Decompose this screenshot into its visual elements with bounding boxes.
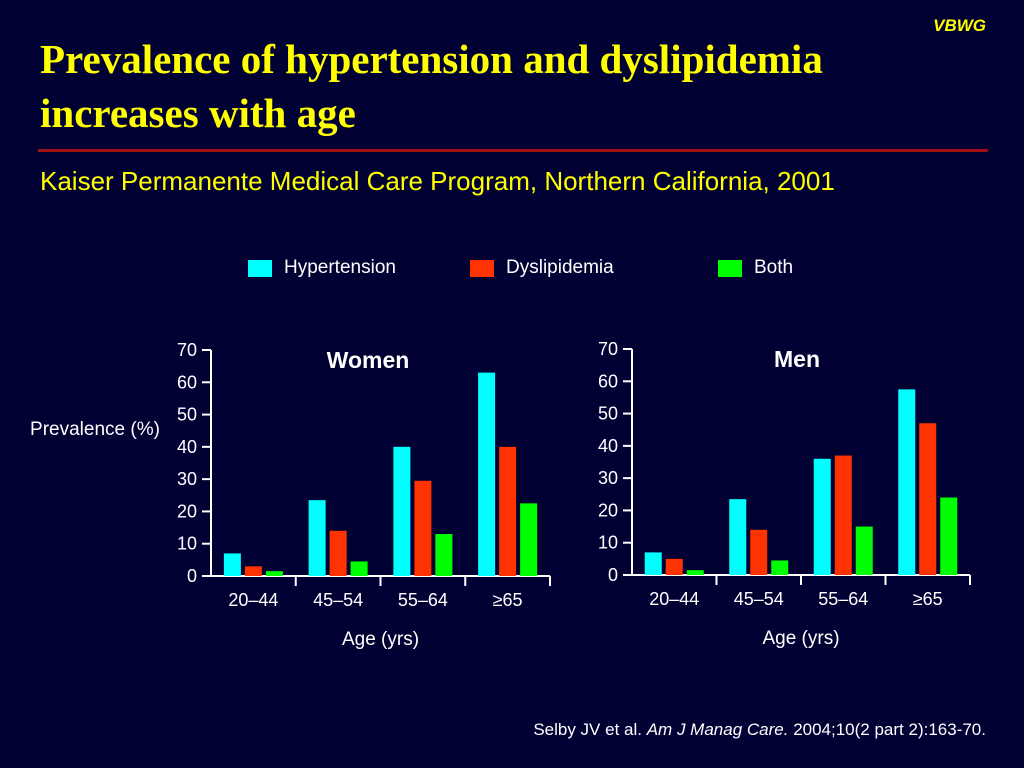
men-y-tick-label: 50: [598, 404, 618, 424]
men-bar-both: [771, 560, 789, 575]
women-bar-both: [520, 503, 538, 576]
men-y-tick-label: 10: [598, 533, 618, 553]
men-x-axis-label: Age (yrs): [762, 628, 839, 649]
legend-item-dyslipidemia: Dyslipidemia: [470, 257, 614, 279]
legend-swatch-dyslipidemia: [470, 259, 494, 277]
men-y-tick-label: 40: [598, 436, 618, 456]
men-bar-both: [940, 497, 958, 575]
men-bar-dyslipidemia: [834, 455, 852, 575]
men-bar-hypertension: [729, 499, 747, 575]
men-bar-both: [686, 570, 704, 575]
women-y-tick-label: 0: [187, 566, 197, 586]
women-category-label: ≥65: [493, 590, 523, 610]
men-chart-title: Men: [774, 346, 820, 372]
men-bar-dyslipidemia: [665, 558, 683, 575]
men-y-tick-label: 20: [598, 500, 618, 520]
women-y-tick-label: 10: [177, 534, 197, 554]
men-bar-both: [855, 526, 873, 575]
men-bar-hypertension: [813, 458, 831, 575]
women-x-axis-label: Age (yrs): [342, 629, 419, 650]
women-y-tick-label: 30: [177, 469, 197, 489]
women-bar-dyslipidemia: [499, 446, 517, 576]
men-category-label: ≥65: [913, 589, 943, 609]
women-bar-hypertension: [223, 553, 241, 576]
women-y-tick-label: 60: [177, 372, 197, 392]
women-y-tick-label: 50: [177, 405, 197, 425]
slide-title: Prevalence of hypertension and dyslipide…: [40, 36, 823, 136]
chart-legend: Hypertension Dyslipidemia Both: [0, 257, 1024, 281]
legend-swatch-hypertension: [248, 259, 272, 277]
women-bar-both: [350, 561, 368, 576]
women-y-tick-label: 20: [177, 501, 197, 521]
women-y-tick-label: 70: [177, 340, 197, 360]
women-bar-both: [435, 534, 453, 576]
legend-label-hypertension: Hypertension: [284, 257, 396, 278]
women-bar-hypertension: [478, 372, 496, 576]
women-chart-title: Women: [327, 347, 410, 373]
men-bar-dyslipidemia: [919, 423, 937, 575]
men-y-tick-label: 60: [598, 371, 618, 391]
men-bar-hypertension: [898, 389, 916, 575]
men-category-label: 45–54: [734, 589, 784, 609]
legend-label-both: Both: [754, 257, 794, 278]
citation-authors: Selby JV et al.: [533, 720, 642, 739]
men-y-tick-label: 0: [608, 565, 618, 585]
men-bar-hypertension: [644, 552, 662, 575]
women-bar-dyslipidemia: [414, 480, 432, 576]
women-bar-dyslipidemia: [244, 566, 262, 576]
women-bar-both: [265, 571, 283, 576]
legend-item-hypertension: Hypertension: [248, 257, 396, 279]
legend-item-both: Both: [718, 257, 793, 279]
women-bar-hypertension: [393, 446, 411, 576]
legend-swatch-both: [718, 259, 742, 277]
title-divider: [38, 149, 988, 152]
citation-journal: Am J Manag Care.: [646, 720, 789, 739]
women-bar-hypertension: [308, 500, 326, 576]
citation: Selby JV et al. Am J Manag Care. 2004;10…: [533, 720, 986, 740]
women-category-label: 20–44: [228, 590, 278, 610]
vbwg-watermark: VBWG: [933, 16, 986, 35]
women-category-label: 45–54: [313, 590, 363, 610]
women-y-tick-label: 40: [177, 437, 197, 457]
slide-subtitle: Kaiser Permanente Medical Care Program, …: [40, 166, 835, 196]
women-category-label: 55–64: [398, 590, 448, 610]
men-y-tick-label: 70: [598, 339, 618, 359]
men-category-label: 20–44: [649, 589, 699, 609]
citation-details: 2004;10(2 part 2):163-70.: [793, 720, 986, 739]
y-axis-label: Prevalence (%): [30, 419, 160, 440]
men-bar-dyslipidemia: [750, 529, 768, 575]
women-bar-dyslipidemia: [329, 530, 347, 576]
legend-label-dyslipidemia: Dyslipidemia: [506, 257, 614, 278]
men-category-label: 55–64: [818, 589, 868, 609]
men-y-tick-label: 30: [598, 468, 618, 488]
